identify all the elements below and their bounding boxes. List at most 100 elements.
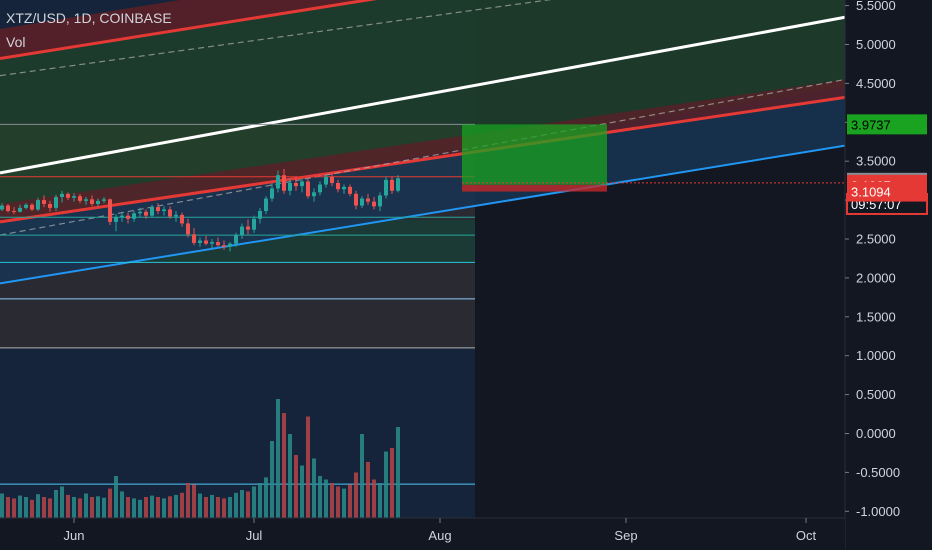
time-tick-label: Sep	[614, 528, 637, 543]
candle	[120, 215, 124, 218]
candle	[54, 196, 58, 208]
channel-median	[0, 15, 846, 175]
price-tick-label: 3.5000	[856, 154, 896, 169]
volume-bar	[342, 488, 346, 518]
volume-bar	[126, 497, 130, 518]
candle	[6, 205, 10, 211]
volume-bar	[276, 399, 280, 518]
candle	[114, 217, 118, 222]
volume-bar	[318, 476, 322, 518]
candle	[294, 182, 298, 187]
volume-bar	[156, 497, 160, 518]
volume-bar	[288, 434, 292, 518]
volume-bar	[312, 458, 316, 518]
price-label-target	[847, 114, 927, 135]
price-tick-label: 2.5000	[856, 232, 896, 247]
volume-bar	[222, 498, 226, 518]
volume-bar	[384, 451, 388, 518]
candle	[108, 199, 112, 222]
volume-bar	[240, 490, 244, 518]
volume	[0, 399, 400, 518]
candle	[36, 200, 40, 210]
volume-bar	[366, 462, 370, 518]
volume-bar	[246, 491, 250, 518]
volume-bar	[138, 499, 142, 518]
volume-bar	[102, 497, 106, 518]
volume-bar	[180, 492, 184, 518]
volume-bar	[120, 491, 124, 518]
candle	[24, 204, 28, 208]
candle	[342, 186, 346, 190]
candle	[288, 182, 292, 191]
volume-bar	[372, 479, 376, 518]
candle	[96, 200, 100, 204]
candle	[372, 201, 376, 207]
volume-bar	[150, 495, 154, 518]
price-tick-label: 2.0000	[856, 270, 896, 285]
time-tick-label: Oct	[796, 528, 817, 543]
volume-bar	[258, 483, 262, 518]
candle	[330, 176, 334, 183]
candle	[174, 214, 178, 217]
volume-bar	[270, 441, 274, 518]
price-tick-label: 0.5000	[856, 387, 896, 402]
stop-zone	[462, 184, 607, 192]
candle	[270, 188, 274, 199]
volume-bar	[162, 498, 166, 518]
volume-bar	[114, 476, 118, 518]
volume-bar	[48, 498, 52, 518]
candle	[0, 205, 4, 210]
volume-bar	[108, 488, 112, 518]
candle	[168, 209, 172, 217]
price-tick-label: 5.5000	[856, 0, 896, 13]
volume-bar	[306, 416, 310, 518]
candle	[258, 210, 262, 219]
candle	[390, 179, 394, 191]
channel-mid-band	[0, 79, 845, 222]
volume-bar	[216, 497, 220, 518]
volume-bar	[360, 434, 364, 518]
candle	[252, 218, 256, 230]
candle	[18, 207, 22, 212]
volume-bar	[396, 427, 400, 518]
channel-dashed-upper	[0, 0, 552, 77]
candle	[306, 181, 310, 197]
candle	[210, 242, 214, 244]
candle	[90, 199, 94, 204]
volume-bar	[336, 486, 340, 518]
candle	[150, 207, 154, 216]
time-axis-bg	[0, 518, 845, 550]
candle	[180, 214, 184, 224]
volume-bar	[174, 494, 178, 518]
volume-bar	[330, 483, 334, 518]
volume-bar	[18, 495, 22, 518]
candle	[228, 243, 232, 247]
candle	[384, 179, 388, 196]
candle	[282, 175, 286, 191]
volume-bar	[378, 483, 382, 518]
volume-bar	[78, 498, 82, 518]
price-label-stop	[847, 181, 927, 202]
price-label-stop-text: 3.1094	[851, 185, 891, 200]
price-tick-label: -0.5000	[856, 465, 900, 480]
channel-dashed-lower	[0, 78, 846, 236]
volume-bar	[0, 493, 4, 518]
candle	[378, 195, 382, 207]
candle	[360, 198, 364, 206]
price-tick-label: 4.5000	[856, 76, 896, 91]
candle	[318, 184, 322, 193]
candle	[324, 176, 328, 185]
price-axis-bg	[845, 0, 932, 550]
candle	[132, 213, 136, 219]
channel-red-lower	[0, 95, 846, 224]
volume-bar	[186, 483, 190, 518]
candle	[348, 186, 352, 194]
candle	[198, 240, 202, 243]
candle	[204, 240, 208, 244]
volume-bar	[282, 413, 286, 518]
volume-bar	[354, 472, 358, 518]
volume-bar	[60, 486, 64, 518]
volume-bar	[42, 497, 46, 518]
volume-bar	[132, 498, 136, 518]
